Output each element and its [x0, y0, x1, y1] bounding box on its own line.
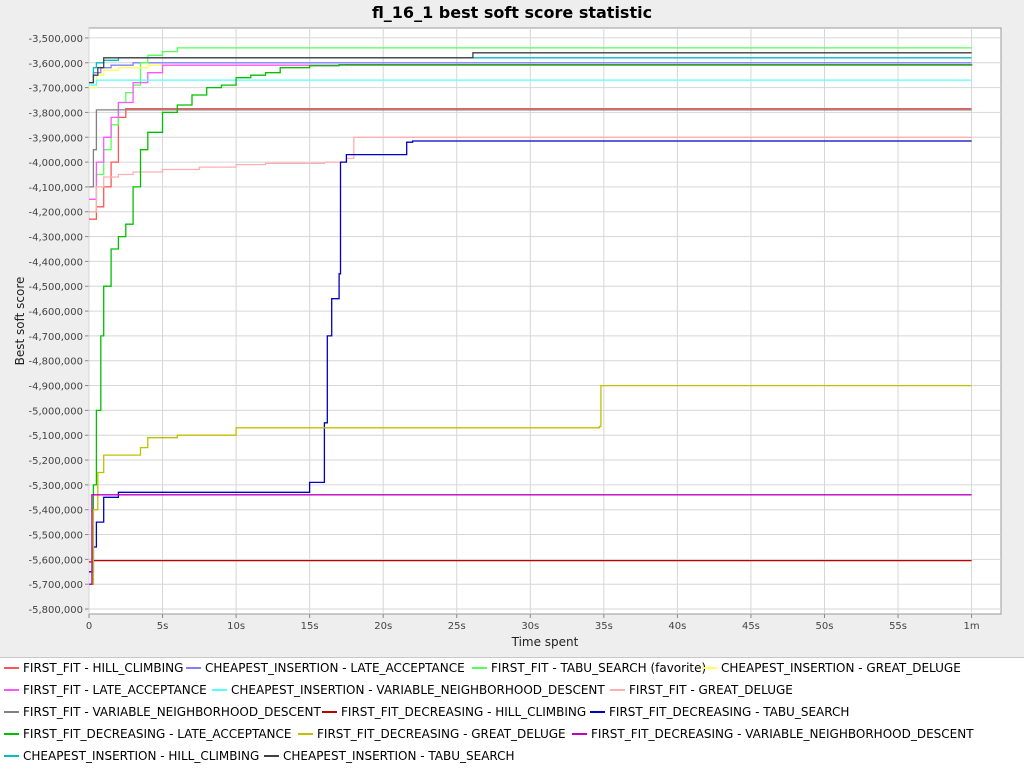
- legend-swatch: [4, 667, 19, 669]
- plot-area: [88, 27, 1002, 615]
- x-tick-label: 0: [86, 621, 92, 632]
- y-tick-label: -5,500,000: [28, 531, 83, 542]
- legend-swatch: [212, 689, 227, 691]
- legend-item: CHEAPEST_INSERTION - HILL_CLIMBING: [4, 749, 259, 763]
- legend-label: FIRST_FIT_DECREASING - TABU_SEARCH: [609, 705, 850, 719]
- chart-canvas: -3,500,000 -3,600,000 -3,700,000 -3,800,000…: [13, 27, 1002, 649]
- legend-label: CHEAPEST_INSERTION - VARIABLE_NEIGHBORHO…: [231, 683, 605, 697]
- legend-swatch: [264, 755, 279, 757]
- legend-item: CHEAPEST_INSERTION - GREAT_DELUGE: [702, 661, 961, 675]
- y-tick-label: -4,000,000: [28, 158, 83, 169]
- legend-item: FIRST_FIT_DECREASING - TABU_SEARCH: [590, 705, 849, 719]
- legend-item: CHEAPEST_INSERTION - VARIABLE_NEIGHBORHO…: [212, 683, 605, 697]
- legend-swatch: [472, 667, 487, 669]
- series-line: [89, 384, 972, 585]
- y-tick-label: -4,100,000: [28, 183, 83, 194]
- y-tick-label: -5,100,000: [28, 431, 83, 442]
- legend-swatch: [298, 733, 313, 735]
- legend-item: FIRST_FIT_DECREASING - LATE_ACCEPTANCE: [4, 727, 292, 741]
- legend-label: CHEAPEST_INSERTION - TABU_SEARCH: [283, 749, 515, 763]
- y-tick-label: -4,300,000: [28, 233, 83, 244]
- legend-label: FIRST_FIT - GREAT_DELUGE: [629, 683, 793, 697]
- legend-item: FIRST_FIT_DECREASING - HILL_CLIMBING: [322, 705, 586, 719]
- legend-swatch: [4, 755, 19, 757]
- x-tick-label: 20s: [374, 621, 392, 632]
- series-line: [89, 64, 973, 200]
- legend-swatch: [572, 733, 587, 735]
- series-line: [89, 52, 972, 84]
- legend-label: CHEAPEST_INSERTION - GREAT_DELUGE: [721, 661, 961, 675]
- legend-label: CHEAPEST_INSERTION - HILL_CLIMBING: [23, 749, 260, 763]
- series-line: [89, 64, 973, 585]
- legend-item: FIRST_FIT - LATE_ACCEPTANCE: [4, 683, 207, 697]
- legend-label: FIRST_FIT - HILL_CLIMBING: [23, 661, 184, 675]
- y-tick-label: -3,900,000: [28, 133, 83, 144]
- y-tick-label: -3,700,000: [28, 84, 83, 95]
- y-tick-label: -5,800,000: [28, 605, 83, 616]
- legend-swatch: [186, 667, 201, 669]
- chart-title: fl_16_1 best soft score statistic: [371, 3, 653, 22]
- legend-swatch: [4, 711, 19, 713]
- y-tick-label: -4,800,000: [28, 357, 83, 368]
- y-tick-label: -5,400,000: [28, 506, 83, 517]
- x-tick-label: 1m: [964, 621, 980, 632]
- legend-swatch: [4, 733, 19, 735]
- legend-item: FIRST_FIT - HILL_CLIMBING: [4, 661, 183, 675]
- legend-label: FIRST_FIT - TABU_SEARCH (favorite): [491, 661, 707, 675]
- x-tick-label: 30s: [521, 621, 539, 632]
- x-tick-label: 55s: [889, 621, 907, 632]
- x-tick-label: 40s: [668, 621, 686, 632]
- legend-item: FIRST_FIT - VARIABLE_NEIGHBORHOOD_DESCEN…: [4, 705, 321, 719]
- legend-label: FIRST_FIT_DECREASING - GREAT_DELUGE: [317, 727, 566, 741]
- series-line: [89, 109, 972, 188]
- legend-label: CHEAPEST_INSERTION - LATE_ACCEPTANCE: [205, 661, 465, 675]
- series-line: [89, 494, 972, 585]
- y-tick-label: -5,200,000: [28, 456, 83, 467]
- legend-item: FIRST_FIT_DECREASING - VARIABLE_NEIGHBOR…: [572, 727, 974, 741]
- y-tick-label: -5,300,000: [28, 481, 83, 492]
- legend-label: FIRST_FIT_DECREASING - VARIABLE_NEIGHBOR…: [591, 727, 974, 741]
- legend-item: CHEAPEST_INSERTION - TABU_SEARCH: [264, 749, 515, 763]
- series-line: [89, 140, 972, 573]
- legend-label: FIRST_FIT - VARIABLE_NEIGHBORHOOD_DESCEN…: [23, 705, 321, 719]
- legend-swatch: [610, 689, 625, 691]
- y-tick-label: -4,600,000: [28, 307, 83, 318]
- legend-swatch: [590, 711, 605, 713]
- x-tick-label: 10s: [227, 621, 245, 632]
- x-tick-label: 45s: [742, 621, 760, 632]
- x-tick-label: 25s: [448, 621, 466, 632]
- y-tick-label: -4,700,000: [28, 332, 83, 343]
- y-tick-label: -5,000,000: [28, 406, 83, 417]
- legend-label: FIRST_FIT_DECREASING - LATE_ACCEPTANCE: [23, 727, 292, 741]
- y-tick-label: -3,800,000: [28, 108, 83, 119]
- y-tick-label: -4,200,000: [28, 208, 83, 219]
- y-tick-label: -4,900,000: [28, 382, 83, 393]
- y-axis-label: Best soft score: [13, 277, 27, 366]
- x-tick-label: 35s: [595, 621, 613, 632]
- legend-item: FIRST_FIT_DECREASING - GREAT_DELUGE: [298, 727, 566, 741]
- y-tick-label: -3,600,000: [28, 59, 83, 70]
- x-tick-label: 15s: [301, 621, 319, 632]
- y-tick-label: -4,500,000: [28, 282, 83, 293]
- x-axis-label: Time spent: [511, 635, 579, 649]
- x-tick-label: 50s: [816, 621, 834, 632]
- y-tick-label: -4,400,000: [28, 257, 83, 268]
- legend-swatch: [322, 711, 337, 713]
- legend-swatch: [702, 667, 717, 669]
- y-tick-label: -5,600,000: [28, 555, 83, 566]
- y-tick-label: -5,700,000: [28, 580, 83, 591]
- legend-label: FIRST_FIT_DECREASING - HILL_CLIMBING: [341, 705, 587, 719]
- x-tick-label: 5s: [157, 621, 169, 632]
- legend-item: FIRST_FIT - TABU_SEARCH (favorite): [472, 661, 706, 675]
- legend-item: FIRST_FIT - GREAT_DELUGE: [610, 683, 793, 697]
- y-tick-label: -3,500,000: [28, 34, 83, 45]
- series-line: [89, 79, 972, 86]
- legend-label: FIRST_FIT - LATE_ACCEPTANCE: [23, 683, 207, 697]
- legend-item: CHEAPEST_INSERTION - LATE_ACCEPTANCE: [186, 661, 465, 675]
- legend: FIRST_FIT - HILL_CLIMBING CHEAPEST_INSERT…: [0, 657, 1024, 769]
- legend-swatch: [4, 689, 19, 691]
